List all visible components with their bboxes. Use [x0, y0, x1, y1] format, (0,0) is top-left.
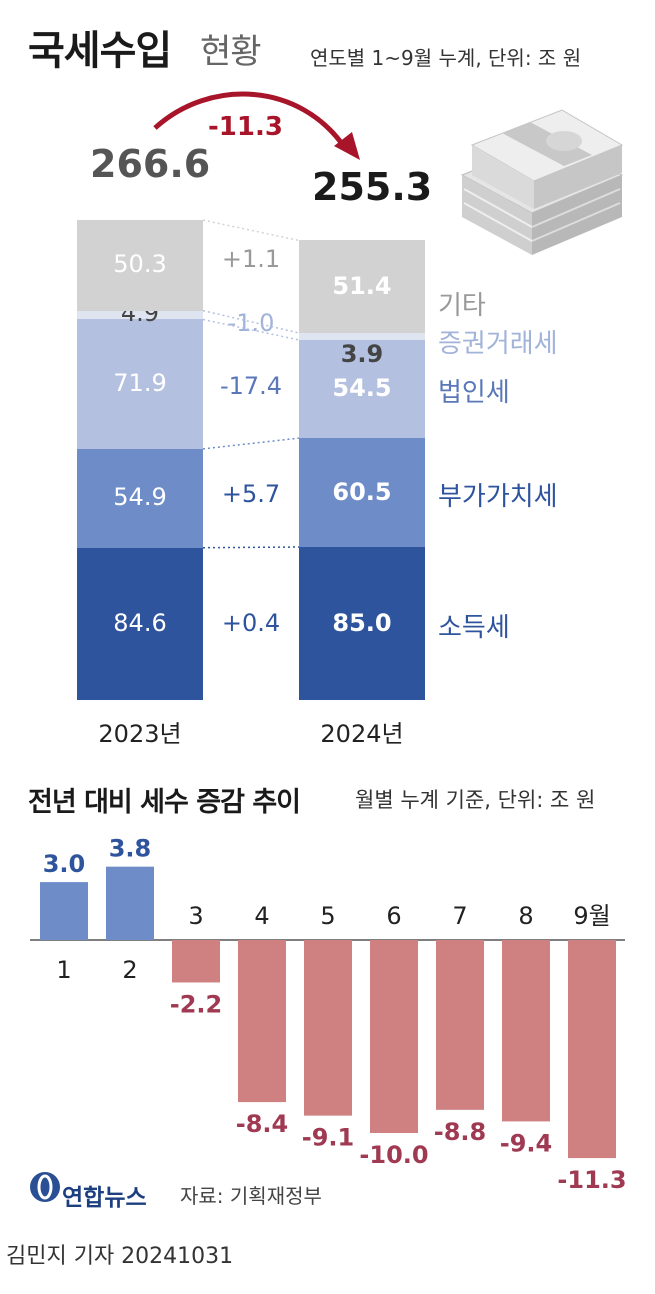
stack-value-2023-5: 50.3 — [113, 250, 167, 279]
change-label-4: -1.0 — [227, 308, 275, 337]
stacked-bar-chart: 84.6 85.0 +0.4 소득세 54.9 60.5 +5.7 부가가치세 71.9 54.5… — [77, 219, 558, 700]
month-label-2: 2 — [122, 956, 137, 984]
stack-value-2024-3: 54.5 — [332, 374, 392, 403]
stack-value-2023-3: 71.9 — [113, 369, 167, 398]
stack-value-2024-5: 51.4 — [332, 271, 392, 300]
change-label-5: +1.1 — [221, 245, 281, 274]
month-label-1: 1 — [56, 956, 71, 984]
monthly-value-9: -11.3 — [557, 1166, 626, 1194]
monthly-value-8: -9.4 — [500, 1129, 552, 1157]
monthly-bar-5 — [304, 940, 352, 1116]
stack-value-2023-1: 84.6 — [113, 608, 167, 637]
total-2023: 266.6 — [90, 142, 211, 186]
stack-value-2024-1: 85.0 — [332, 608, 392, 637]
money-stack-icon — [460, 109, 624, 255]
category-label-4: 증권거래세 — [438, 328, 558, 359]
year-label-2024: 2024년 — [320, 720, 404, 748]
stack-segment-2023-1 — [77, 547, 203, 700]
monthly-value-1: 3.0 — [43, 850, 86, 878]
monthly-bar-chart: 3.0 1 3.8 2 -2.2 3 -8.4 4 -9.1 5 -10.0 6 -8.8 7 -9.4 8 -… — [30, 835, 627, 1194]
connector-line-2 — [202, 437, 300, 450]
connector-line-5 — [202, 219, 300, 242]
stack-segment-2024-3 — [299, 340, 425, 439]
source-note: 자료: 기획재정부 — [180, 1184, 322, 1208]
connector-line-1 — [202, 546, 300, 549]
category-label-2: 부가가치세 — [438, 481, 558, 512]
yonhap-logo-text: 연합뉴스 — [62, 1185, 147, 1211]
month-label-3: 3 — [188, 902, 203, 930]
category-label-5: 기타 — [438, 290, 486, 321]
month-label-8: 8 — [518, 902, 533, 930]
monthly-bar-2 — [106, 866, 154, 940]
stack-segment-2024-5 — [299, 240, 425, 333]
monthly-bar-4 — [238, 940, 286, 1103]
page-subtitle: 현황 — [200, 32, 262, 72]
monthly-value-2: 3.8 — [109, 835, 152, 863]
monthly-value-5: -9.1 — [302, 1124, 354, 1152]
connector-lines — [202, 219, 300, 549]
decrease-arrow-icon — [153, 91, 360, 160]
change-label-1: +0.4 — [221, 608, 281, 637]
stack-value-2024-2: 60.5 — [332, 477, 392, 506]
monthly-bar-7 — [436, 940, 484, 1110]
monthly-bar-1 — [40, 882, 88, 940]
yonhap-logo-icon — [30, 1172, 60, 1202]
stack-segment-2024-1 — [299, 547, 425, 700]
monthly-chart-title: 전년 대비 세수 증감 추이 — [28, 787, 301, 818]
total-2024: 255.3 — [312, 165, 433, 209]
total-diff-label: -11.3 — [208, 112, 283, 142]
stack-segment-2023-4 — [77, 310, 203, 320]
month-label-6: 6 — [386, 902, 401, 930]
year-label-2023: 2023년 — [98, 720, 182, 748]
stack-segment-2023-5 — [77, 220, 203, 311]
monthly-unit-note: 월별 누계 기준, 단위: 조 원 — [355, 788, 596, 812]
unit-note: 연도별 1~9월 누계, 단위: 조 원 — [310, 46, 582, 70]
stack-segment-2024-2 — [299, 438, 425, 547]
stack-value-2024-4: 3.9 — [340, 340, 384, 368]
connector-line-4 — [202, 309, 300, 334]
month-label-7: 7 — [452, 902, 467, 930]
monthly-value-3: -2.2 — [170, 990, 222, 1018]
monthly-bar-6 — [370, 940, 418, 1133]
monthly-bar-8 — [502, 940, 550, 1122]
change-label-2: +5.7 — [221, 480, 281, 509]
connector-line-3 — [202, 318, 300, 341]
monthly-value-7: -8.8 — [434, 1118, 486, 1146]
stack-segment-2023-3 — [77, 319, 203, 449]
monthly-bar-3 — [172, 940, 220, 983]
monthly-bar-9 — [568, 940, 616, 1159]
month-label-5: 5 — [320, 902, 335, 930]
category-label-1: 소득세 — [438, 612, 510, 643]
page-title: 국세수입 — [28, 28, 172, 74]
monthly-value-4: -8.4 — [236, 1110, 288, 1138]
month-label-9: 9월 — [573, 902, 610, 930]
change-label-3: -17.4 — [219, 371, 283, 400]
stack-segment-2024-4 — [299, 332, 425, 340]
stack-segment-2023-2 — [77, 448, 203, 548]
category-label-3: 법인세 — [438, 378, 510, 409]
monthly-value-6: -10.0 — [359, 1141, 428, 1169]
reporter-credit: 김민지 기자 20241031 — [6, 1244, 234, 1269]
stack-value-2023-2: 54.9 — [113, 483, 167, 512]
month-label-4: 4 — [254, 902, 269, 930]
